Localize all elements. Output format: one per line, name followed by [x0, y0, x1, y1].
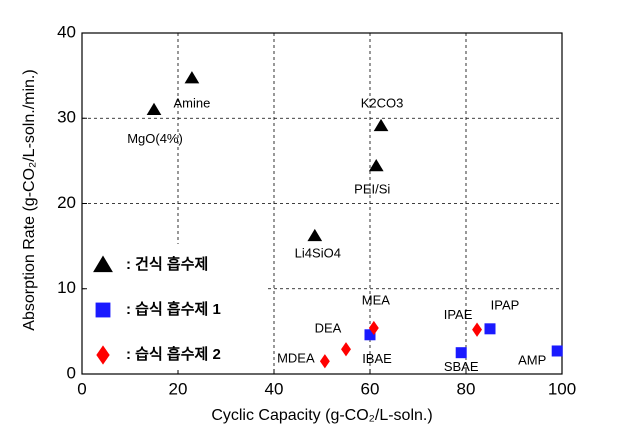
- point-label: IPAE: [444, 307, 473, 322]
- point-label: MEA: [362, 292, 391, 307]
- data-point: [368, 320, 379, 336]
- point-label: PEI/Si: [354, 181, 390, 196]
- legend-label: : 습식 흡수제 2: [126, 345, 221, 363]
- point-label: Li4SiO4: [295, 245, 341, 260]
- y-axis-title: Absorption Rate (g-CO₂/L-soln./min.): [21, 69, 38, 330]
- x-axis-title: Cyclic Capacity (g-CO₂/L-soln.): [211, 407, 432, 424]
- data-point: [455, 347, 467, 359]
- data-point: [341, 342, 351, 357]
- data-point: [484, 323, 496, 335]
- x-tick-label: 60: [361, 379, 380, 398]
- data-point: [551, 345, 563, 357]
- legend-label: : 건식 흡수제: [126, 255, 208, 273]
- x-tick-label: 20: [169, 379, 188, 398]
- legend-label: : 습식 흡수제 1: [126, 300, 221, 318]
- point-label: IBAE: [362, 351, 392, 366]
- point-label: AMP: [518, 352, 546, 367]
- y-tick-label: 20: [57, 193, 76, 212]
- y-tick-label: 40: [57, 22, 76, 41]
- point-label: MDEA: [277, 351, 315, 366]
- data-point: [373, 118, 389, 132]
- data-point: [319, 354, 330, 369]
- data-point: [368, 158, 384, 172]
- data-point: [184, 71, 200, 84]
- legend-marker: [96, 345, 110, 365]
- point-label: SBAE: [444, 359, 479, 374]
- legend-marker: [93, 255, 113, 273]
- x-tick-label: 100: [548, 379, 576, 398]
- legend-marker: [95, 302, 111, 318]
- point-label: MgO(4%): [127, 131, 183, 146]
- y-tick-label: 10: [57, 278, 76, 297]
- x-tick-label: 80: [457, 379, 476, 398]
- data-point: [146, 102, 162, 115]
- data-point: [472, 322, 482, 337]
- point-label: DEA: [315, 321, 342, 336]
- data-point: [307, 228, 323, 242]
- x-tick-label: 40: [265, 379, 284, 398]
- legend-box: [88, 244, 266, 370]
- point-label: IPAP: [491, 297, 520, 312]
- plot-frame: [81, 32, 563, 375]
- point-label: K2CO3: [361, 95, 404, 110]
- x-tick-label: 0: [77, 379, 86, 398]
- y-tick-label: 0: [67, 363, 76, 382]
- y-tick-label: 30: [57, 108, 76, 127]
- point-label: Amine: [173, 96, 210, 111]
